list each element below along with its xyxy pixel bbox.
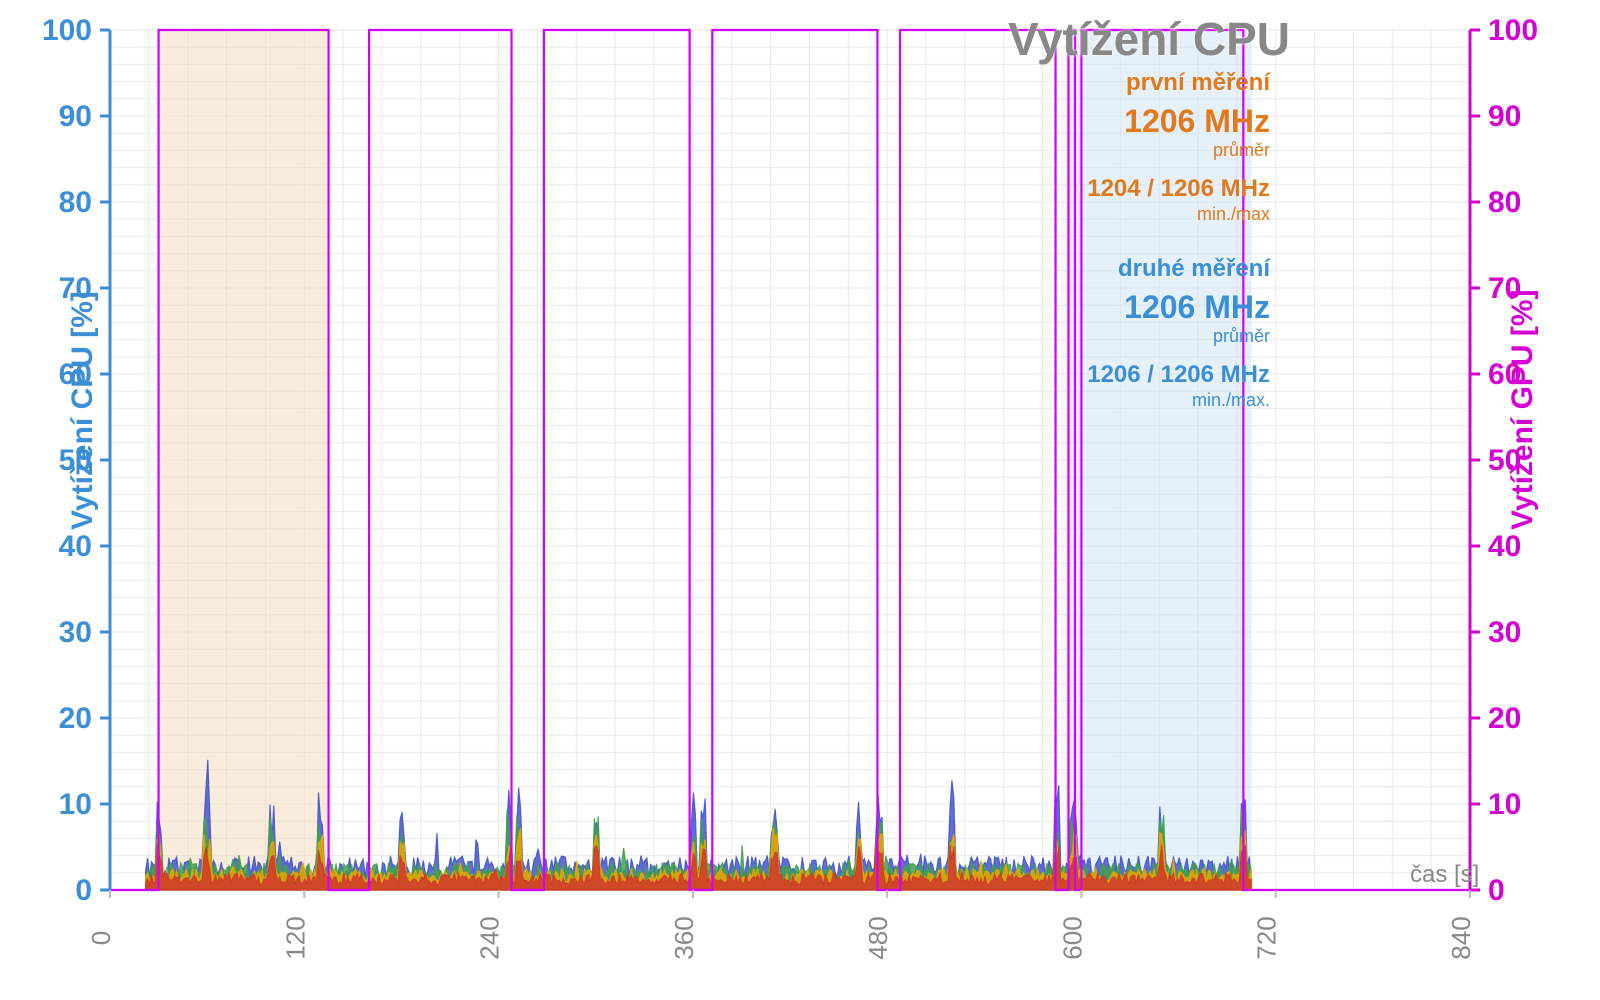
ytick-right: 10 (1488, 788, 1521, 821)
ytick-right: 90 (1488, 100, 1521, 133)
chart-title: Vytížení CPU (1008, 13, 1290, 65)
y-axis-right-title: Vytížení GPU [%] (1506, 289, 1539, 530)
svg-text:1206 MHz: 1206 MHz (1124, 103, 1270, 139)
xtick: 240 (475, 916, 505, 959)
xtick: 120 (280, 916, 310, 959)
ytick-right: 20 (1488, 702, 1521, 735)
svg-text:průměr: průměr (1213, 326, 1270, 346)
ytick-left: 30 (59, 616, 92, 649)
xtick: 0 (86, 931, 116, 945)
ytick-right: 80 (1488, 186, 1521, 219)
ytick-left: 0 (75, 874, 92, 907)
svg-text:první měření: první měření (1126, 69, 1271, 96)
ytick-left: 20 (59, 702, 92, 735)
ytick-right: 40 (1488, 530, 1521, 563)
svg-text:druhé měření: druhé měření (1118, 255, 1271, 282)
ytick-left: 80 (59, 186, 92, 219)
y-axis-left-title: Vytížení CPU [%] (66, 291, 99, 530)
xtick: 600 (1057, 916, 1087, 959)
svg-text:min./max.: min./max. (1192, 390, 1270, 410)
ytick-left: 10 (59, 788, 92, 821)
ytick-right: 0 (1488, 874, 1505, 907)
x-axis-title: čas [s] (1410, 861, 1479, 888)
svg-text:1206 / 1206 MHz: 1206 / 1206 MHz (1087, 361, 1270, 388)
xtick: 720 (1252, 916, 1282, 959)
ytick-left: 90 (59, 100, 92, 133)
xtick: 840 (1446, 916, 1476, 959)
svg-text:min./max: min./max (1197, 204, 1270, 224)
svg-text:1206 MHz: 1206 MHz (1124, 289, 1270, 325)
svg-text:průměr: průměr (1213, 140, 1270, 160)
xtick: 360 (669, 916, 699, 959)
ytick-right: 30 (1488, 616, 1521, 649)
chart-svg: PCtuning01020304050607080901000102030405… (0, 0, 1600, 1000)
ytick-right: 100 (1488, 14, 1538, 47)
ytick-left: 100 (42, 14, 92, 47)
xtick: 480 (863, 916, 893, 959)
ytick-left: 40 (59, 530, 92, 563)
cpu-gpu-utilization-chart: PCtuning01020304050607080901000102030405… (0, 0, 1600, 1000)
svg-text:1204 / 1206 MHz: 1204 / 1206 MHz (1087, 175, 1270, 202)
